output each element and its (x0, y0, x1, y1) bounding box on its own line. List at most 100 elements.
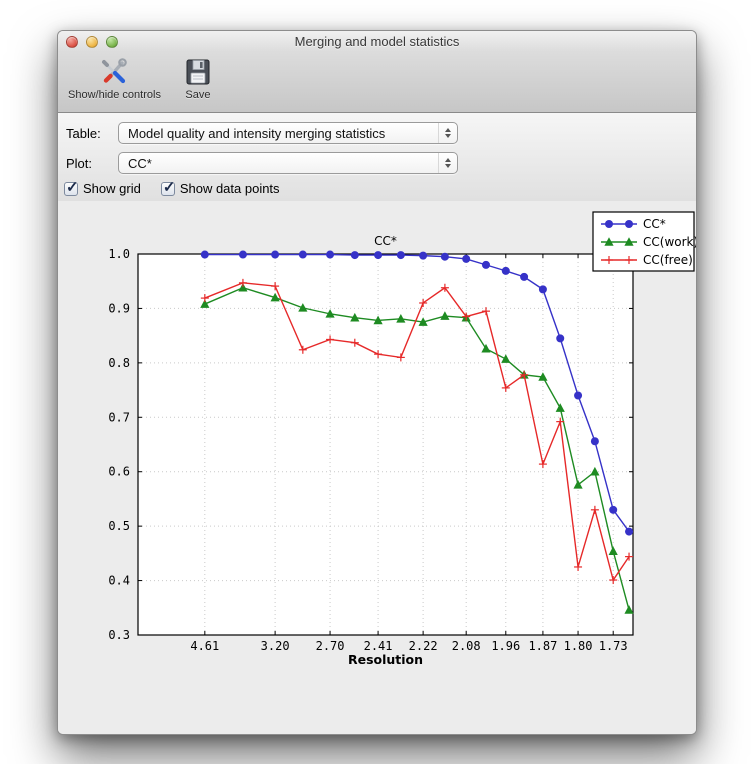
data-point-circle (350, 251, 359, 260)
checkbox-checked-icon: ✓ (64, 178, 79, 196)
zoom-button[interactable] (106, 36, 118, 48)
data-point-circle (326, 250, 335, 259)
x-tick-label: 3.20 (261, 639, 290, 653)
x-tick-label: 2.08 (452, 639, 481, 653)
data-point-circle (625, 220, 633, 228)
data-point-triangle (350, 312, 360, 322)
data-point-circle (419, 251, 428, 260)
window-header: Merging and model statistics (58, 31, 696, 113)
axes-frame (137, 253, 634, 636)
x-axis-label: Resolution (348, 652, 423, 667)
save-icon (186, 59, 210, 85)
data-point-circle (462, 254, 471, 263)
legend-entry-label: CC(free) (643, 253, 693, 267)
data-point-circle (556, 334, 565, 343)
x-tick-label: 2.41 (364, 639, 393, 653)
data-point-circle (238, 250, 247, 259)
table-label: Table: (66, 125, 101, 141)
data-point-triangle (590, 466, 600, 476)
table-select-value: Model quality and intensity merging stat… (128, 125, 386, 141)
tools-icon (102, 58, 128, 84)
data-point-circle (605, 220, 613, 228)
data-point-triangle (555, 403, 565, 412)
show-grid-checkbox[interactable]: ✓ Show grid (64, 178, 141, 196)
data-point-circle (200, 250, 209, 259)
data-point-circle (538, 285, 547, 294)
checkbox-label: Show grid (83, 181, 141, 196)
y-tick-label: 0.3 (108, 628, 130, 642)
data-point-triangle (270, 292, 280, 302)
select-stepper-icon (438, 123, 457, 143)
data-point-triangle (238, 282, 248, 292)
y-tick-label: 0.7 (108, 410, 130, 424)
data-point-circle (609, 505, 618, 514)
app-window: Merging and model statistics (57, 30, 697, 735)
titlebar[interactable]: Merging and model statistics (58, 31, 696, 53)
y-tick-label: 0.5 (108, 519, 130, 533)
checkbox-checked-icon: ✓ (160, 178, 176, 196)
data-point-triangle (608, 546, 618, 555)
toolbar-button-label: Save (185, 89, 211, 101)
data-point-circle (481, 260, 490, 269)
series-line-ccfree (204, 282, 630, 582)
legend-entry-label: CC* (643, 217, 666, 231)
series-line-cc (204, 253, 630, 532)
data-point-triangle (481, 343, 491, 353)
toolbar: Show/hide controls Save (64, 55, 217, 103)
x-tick-label: 2.22 (409, 639, 438, 653)
table-select[interactable]: Model quality and intensity merging stat… (118, 122, 458, 144)
data-point-circle (590, 437, 599, 446)
data-point-triangle (440, 311, 450, 320)
minimize-button[interactable] (86, 36, 98, 48)
save-button[interactable]: Save (179, 55, 217, 103)
select-stepper-icon (438, 153, 457, 173)
plot-select-value: CC* (128, 155, 152, 171)
data-point-triangle (624, 605, 634, 614)
plot-select[interactable]: CC* (118, 152, 458, 174)
data-point-triangle (373, 315, 383, 325)
chart: 1.0 0.9 0.8 0.7 0.6 0.5 0.4 0.3 4.61 3.20 2.70 2.41… (58, 201, 696, 681)
data-point-triangle (298, 303, 308, 312)
series-line-ccwork (204, 287, 630, 611)
data-point-triangle (538, 372, 548, 381)
data-point-triangle (604, 237, 614, 246)
data-point-circle (298, 250, 307, 259)
data-point-triangle (200, 299, 210, 308)
data-point-circle (574, 391, 583, 400)
data-point-circle (440, 252, 449, 261)
plot-title: CC* (374, 234, 397, 248)
plot-area: 1.0 0.9 0.8 0.7 0.6 0.5 0.4 0.3 4.61 3.20 2.70 2.41… (58, 201, 696, 734)
y-tick-label: 1.0 (108, 247, 130, 261)
close-button[interactable] (66, 36, 78, 48)
data-point-triangle (418, 317, 428, 326)
data-point-circle (501, 266, 510, 275)
controls-panel: Table: Model quality and intensity mergi… (58, 113, 696, 202)
x-tick-label: 2.70 (316, 639, 345, 653)
data-point-circle (625, 527, 634, 536)
data-point-triangle (325, 309, 335, 318)
data-point-triangle (396, 313, 406, 323)
window-title: Merging and model statistics (294, 34, 460, 49)
plot-background (138, 254, 633, 635)
data-point-circle (271, 250, 280, 259)
x-tick-label: 4.61 (190, 639, 219, 653)
y-tick-label: 0.9 (108, 301, 130, 315)
x-tick-label: 1.80 (564, 639, 593, 653)
show-hide-controls-button[interactable]: Show/hide controls (64, 55, 165, 103)
legend-entry-label: CC(work) (643, 235, 697, 249)
show-data-points-checkbox[interactable]: ✓ Show data points (160, 178, 280, 196)
y-tick-label: 0.8 (108, 356, 130, 370)
x-tick-label: 1.73 (599, 639, 628, 653)
plot-label: Plot: (66, 155, 93, 171)
y-tick-label: 0.6 (108, 465, 130, 479)
data-point-circle (374, 251, 383, 260)
x-tick-label: 1.87 (528, 639, 557, 653)
data-point-circle (520, 272, 529, 281)
y-tick-label: 0.4 (108, 574, 130, 588)
data-point-triangle (624, 237, 634, 246)
data-point-triangle (573, 479, 583, 489)
data-point-triangle (501, 354, 511, 363)
data-point-circle (396, 251, 405, 260)
toolbar-button-label: Show/hide controls (68, 89, 161, 101)
